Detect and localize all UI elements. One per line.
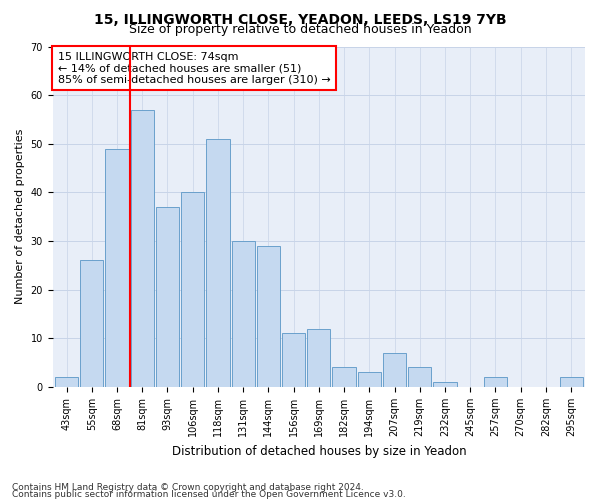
Y-axis label: Number of detached properties: Number of detached properties (15, 129, 25, 304)
Bar (560, 377, 583, 387)
Text: 15 ILLINGWORTH CLOSE: 74sqm
← 14% of detached houses are smaller (51)
85% of sem: 15 ILLINGWORTH CLOSE: 74sqm ← 14% of det… (58, 52, 331, 85)
Bar (131, 110, 154, 387)
Bar (282, 334, 305, 387)
Bar (206, 139, 230, 387)
Bar (181, 192, 204, 387)
Text: Contains public sector information licensed under the Open Government Licence v3: Contains public sector information licen… (12, 490, 406, 499)
Bar (408, 368, 431, 387)
Bar (433, 382, 457, 387)
Bar (156, 207, 179, 387)
Bar (106, 148, 128, 387)
Bar (257, 246, 280, 387)
X-axis label: Distribution of detached houses by size in Yeadon: Distribution of detached houses by size … (172, 444, 466, 458)
Text: 15, ILLINGWORTH CLOSE, YEADON, LEEDS, LS19 7YB: 15, ILLINGWORTH CLOSE, YEADON, LEEDS, LS… (94, 12, 506, 26)
Bar (383, 353, 406, 387)
Text: Contains HM Land Registry data © Crown copyright and database right 2024.: Contains HM Land Registry data © Crown c… (12, 484, 364, 492)
Bar (232, 241, 255, 387)
Bar (484, 377, 507, 387)
Bar (358, 372, 381, 387)
Bar (55, 377, 78, 387)
Text: Size of property relative to detached houses in Yeadon: Size of property relative to detached ho… (128, 22, 472, 36)
Bar (80, 260, 103, 387)
Bar (332, 368, 356, 387)
Bar (307, 328, 331, 387)
